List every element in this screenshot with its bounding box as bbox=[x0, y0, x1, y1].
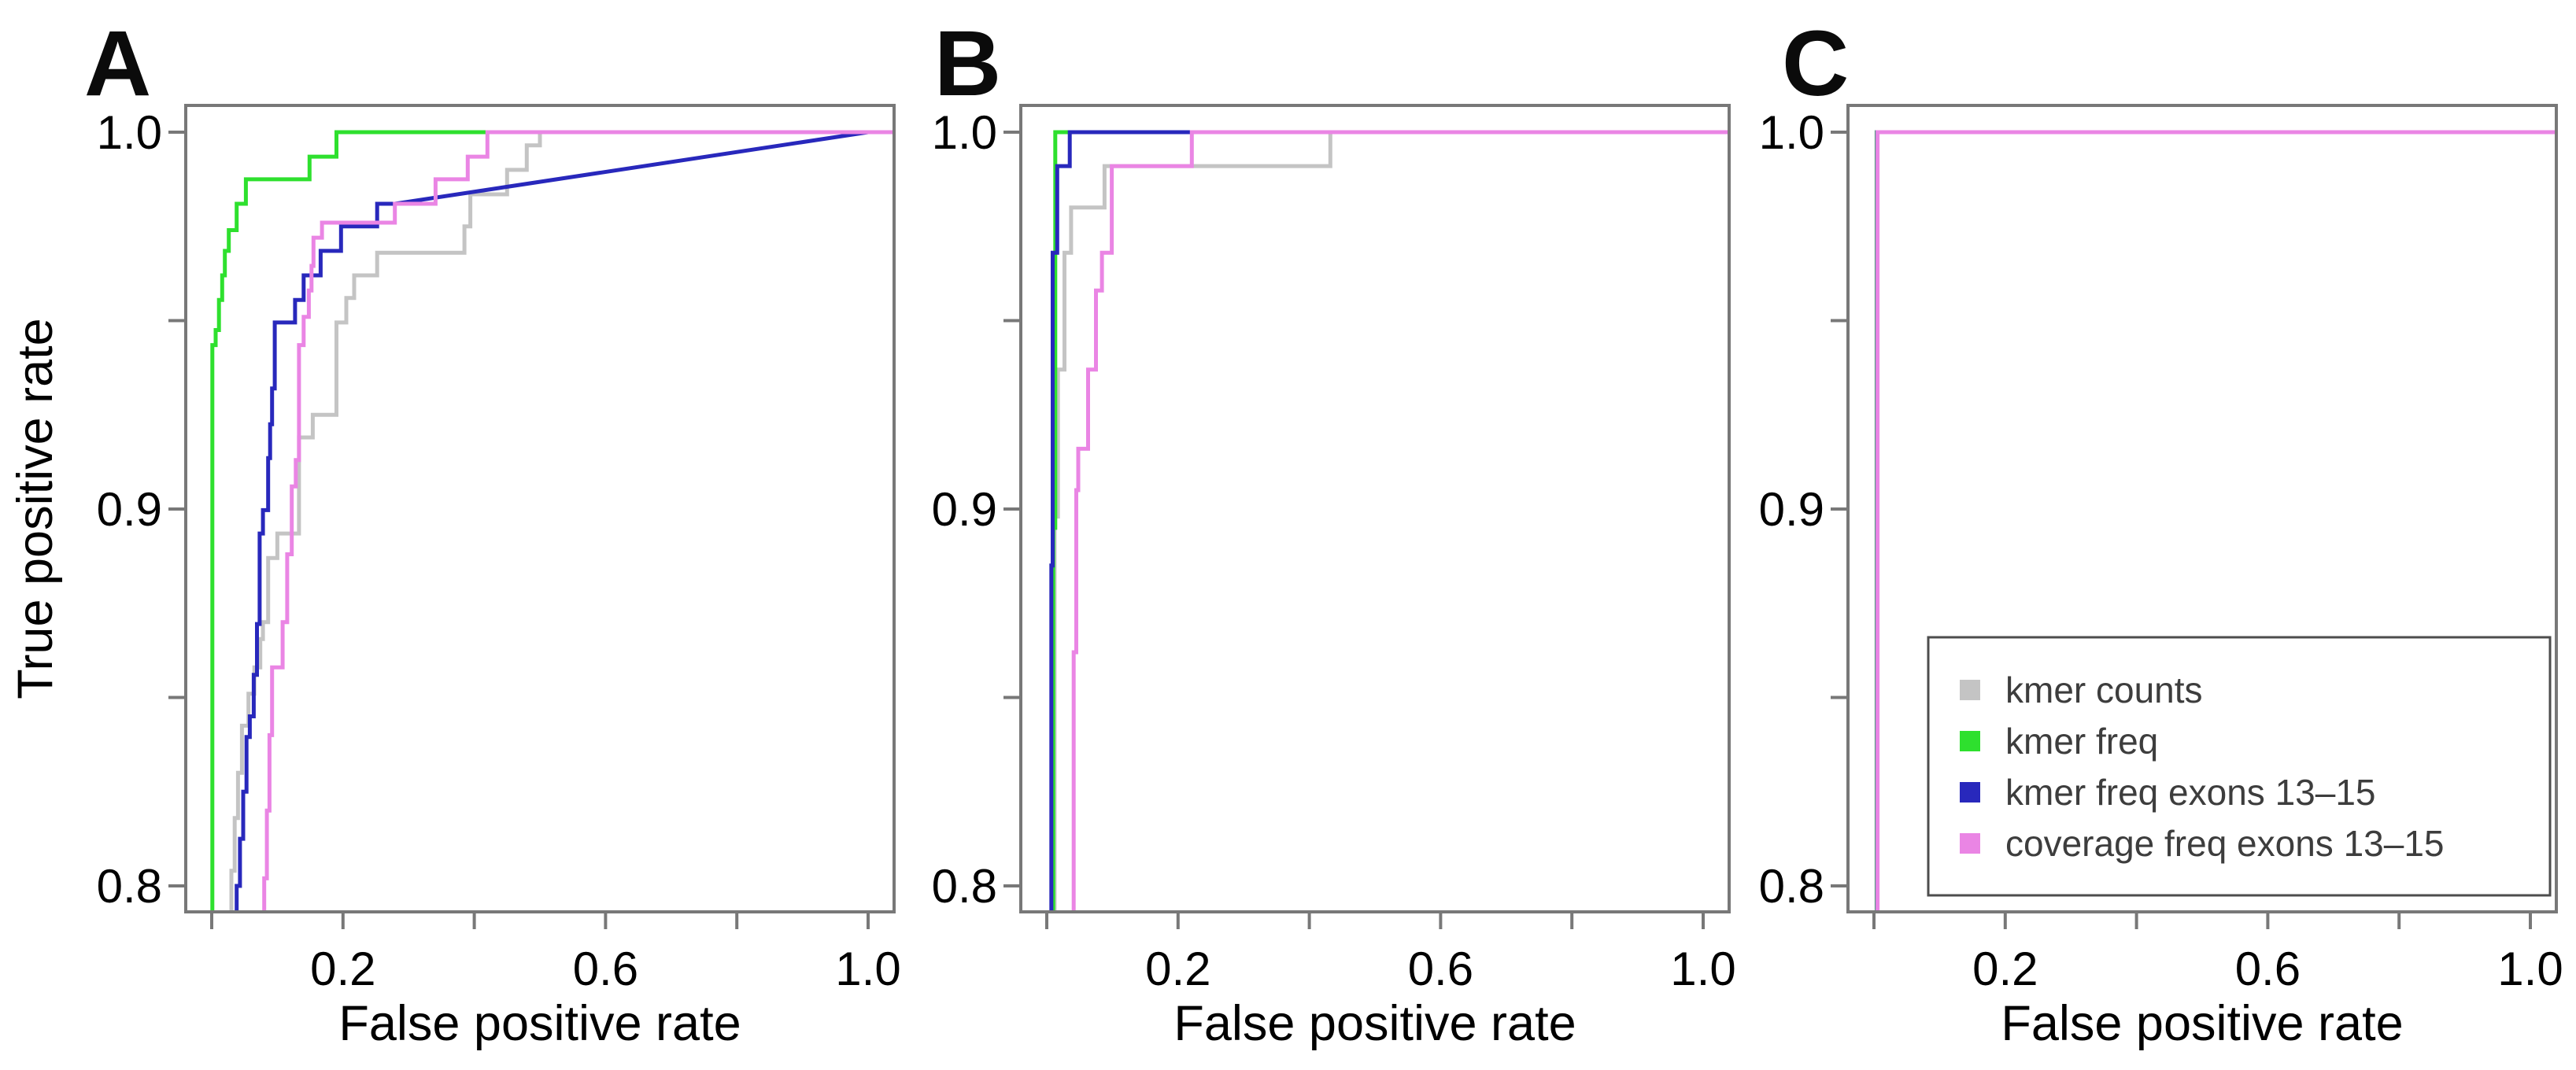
x-tick-label: 1.0 bbox=[835, 943, 900, 995]
x-tick-label: 0.2 bbox=[1972, 943, 2038, 995]
y-tick-label: 0.8 bbox=[1759, 860, 1824, 913]
legend-swatch-icon-kmer-counts bbox=[1960, 680, 1980, 700]
y-tick-label: 0.9 bbox=[97, 483, 162, 536]
y-tick-label: 0.9 bbox=[932, 483, 997, 536]
curves-a bbox=[210, 130, 894, 912]
panel-c: 0.2 0.6 1.0 0.8 0.9 1.0 False positive rate C bbox=[1759, 12, 2563, 1051]
plot-border bbox=[1019, 104, 1731, 913]
roc-curve-coverage-freq-exons-13-15 bbox=[1071, 130, 1729, 912]
x-axis-title: False positive rate bbox=[338, 996, 741, 1051]
legend-label-kmer-counts: kmer counts bbox=[2005, 670, 2203, 710]
panel-letter-b: B bbox=[934, 12, 1001, 116]
legend-swatch-icon-coverage-freq-exons-13-15 bbox=[1960, 833, 1980, 854]
y-tick-label: 1.0 bbox=[1759, 106, 1824, 159]
y-tick-label: 0.9 bbox=[1759, 483, 1824, 536]
y-tick-label: 1.0 bbox=[932, 106, 997, 159]
x-tick-label: 0.6 bbox=[2235, 943, 2301, 995]
y-tick-label: 0.8 bbox=[97, 860, 162, 913]
panel-b: 0.2 0.6 1.0 0.8 0.9 1.0 False positive rate B bbox=[932, 12, 1736, 1051]
y-axis-title: True positive rate bbox=[8, 318, 63, 699]
x-tick-label: 0.6 bbox=[1408, 943, 1473, 995]
x-axis-title: False positive rate bbox=[2001, 996, 2403, 1051]
roc-curve-coverage-freq-exons-13-15 bbox=[262, 130, 894, 912]
curves-c bbox=[1874, 130, 2556, 912]
y-tick-label: 0.8 bbox=[932, 860, 997, 913]
panel-letter-c: C bbox=[1782, 12, 1849, 116]
panel-a: 0.2 0.6 1.0 0.8 0.9 1.0 False positive rate A Tr… bbox=[8, 12, 901, 1051]
legend-box bbox=[1927, 636, 2552, 897]
roc-curve-kmer-freq bbox=[210, 130, 491, 912]
y-tick-label: 1.0 bbox=[97, 106, 162, 159]
legend-swatch-icon-kmer-freq-exons-13-15 bbox=[1960, 782, 1980, 802]
roc-curve-coverage-freq-exons-13-15 bbox=[1876, 130, 2556, 912]
x-tick-label: 1.0 bbox=[2497, 943, 2563, 995]
roc-curve-kmer-freq-exons-13-15 bbox=[235, 130, 869, 912]
roc-curve-kmer-counts bbox=[1052, 130, 1343, 912]
legend-label-kmer-freq: kmer freq bbox=[2005, 721, 2158, 762]
x-tick-label: 0.2 bbox=[310, 943, 375, 995]
roc-curve-kmer-freq-exons-13-15 bbox=[1049, 130, 1195, 912]
legend-label-coverage-freq-exons-13-15: coverage freq exons 13–15 bbox=[2005, 823, 2445, 864]
panel-letter-a: A bbox=[84, 12, 151, 116]
x-tick-label: 0.2 bbox=[1145, 943, 1210, 995]
legend-label-kmer-freq-exons-13-15: kmer freq exons 13–15 bbox=[2005, 772, 2376, 813]
roc-curve-kmer-counts bbox=[229, 130, 553, 912]
curves-b bbox=[1049, 130, 1729, 912]
legend: kmer counts kmer freq kmer freq exons 13–1… bbox=[1927, 636, 2552, 897]
x-tick-label: 1.0 bbox=[1670, 943, 1735, 995]
x-axis-title: False positive rate bbox=[1173, 996, 1576, 1051]
legend-swatch-icon-kmer-freq bbox=[1960, 731, 1980, 751]
x-tick-label: 0.6 bbox=[573, 943, 638, 995]
